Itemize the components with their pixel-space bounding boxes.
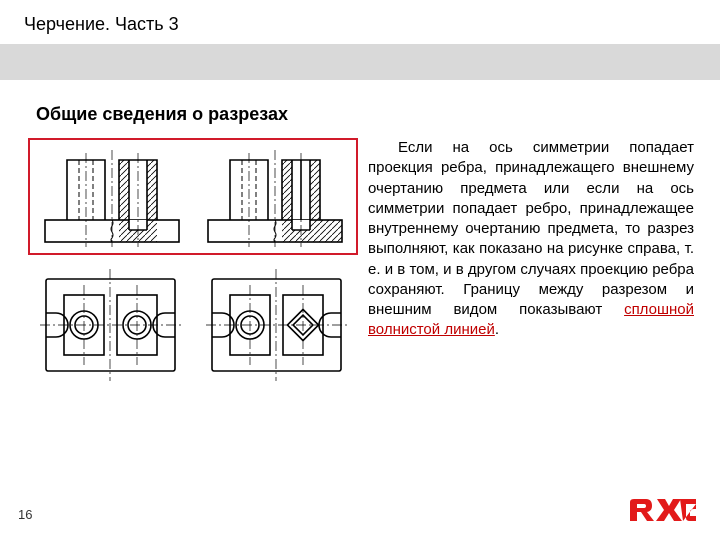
section-subtitle: Общие сведения о разрезах xyxy=(36,104,288,125)
content-area: Если на ось симметрии попадает проекция … xyxy=(28,138,698,385)
body-text-before: Если на ось симметрии попадает проекция … xyxy=(368,139,694,318)
drawings-block xyxy=(28,138,358,385)
highlighted-drawing-row xyxy=(28,138,358,255)
rzd-logo xyxy=(628,496,698,526)
drawing-section-inner xyxy=(200,145,350,250)
header-bar xyxy=(0,44,720,80)
page-number: 16 xyxy=(18,507,32,522)
drawing-section-outer xyxy=(37,145,187,250)
drawing-plan-circle xyxy=(38,265,183,385)
body-paragraph: Если на ось симметрии попадает проекция … xyxy=(368,138,698,385)
page-title: Черчение. Часть 3 xyxy=(24,14,179,35)
drawing-plan-square xyxy=(204,265,349,385)
body-text-after: . xyxy=(495,321,499,338)
plan-drawing-row xyxy=(28,265,358,385)
